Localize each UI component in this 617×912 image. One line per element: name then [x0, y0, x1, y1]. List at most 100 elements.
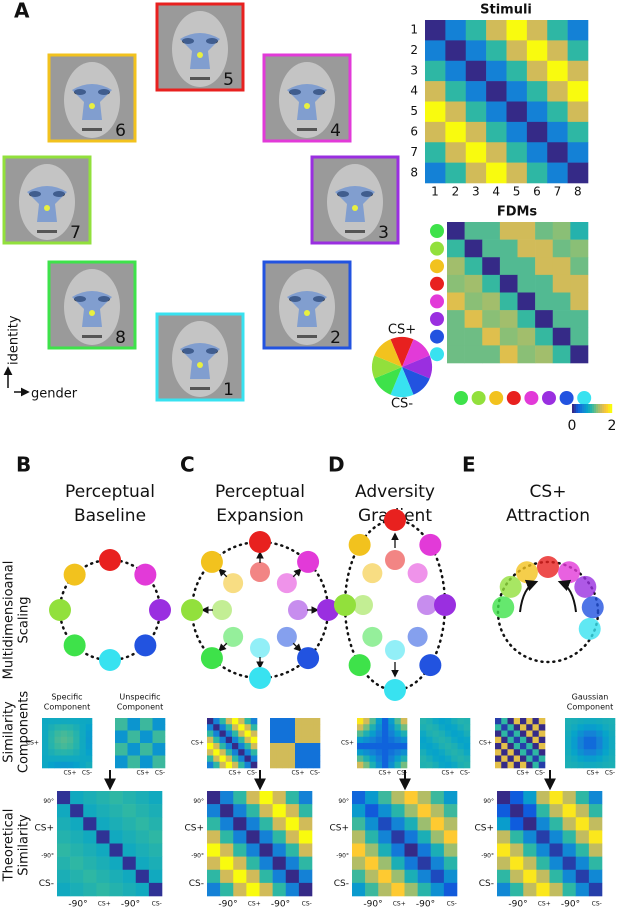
heatmap-cell [394, 749, 402, 756]
heatmap-cell [225, 724, 233, 731]
heatmap-cell [244, 761, 252, 769]
heatmap-cell [443, 817, 458, 831]
heatmap-cell [400, 761, 408, 769]
heatmap-cell [365, 804, 379, 818]
heatmap-cell [538, 736, 546, 744]
y-tick-label: 90° [338, 798, 349, 805]
heatmap-cell [67, 761, 74, 769]
heatmap-cell [552, 292, 571, 311]
heatmap-cell [425, 20, 446, 41]
heatmap-cell [596, 749, 603, 756]
heatmap-cell [583, 761, 591, 769]
heatmap-cell [590, 755, 597, 763]
heatmap-cell [238, 718, 245, 725]
heatmap-cell [282, 755, 290, 763]
heatmap-cell [135, 817, 150, 831]
heatmap-cell [536, 817, 550, 831]
heatmap-cell [425, 121, 446, 143]
component-tick: CS+ [441, 770, 454, 777]
mouth [37, 230, 57, 233]
heatmap-cell [282, 724, 290, 731]
component-label: Unspecific [119, 693, 160, 702]
heatmap-cell [382, 724, 389, 731]
heatmap-cell [417, 856, 432, 871]
heatmap-cell [486, 40, 507, 62]
mds-point [181, 599, 203, 621]
heatmap-cell [148, 830, 163, 844]
mds-point [297, 647, 320, 670]
heatmap-cell [391, 830, 405, 844]
heatmap-cell [565, 743, 572, 750]
colorbar-cell [588, 404, 591, 413]
heatmap-cell [219, 730, 227, 738]
heatmap-cell [219, 761, 227, 769]
heatmap-cell [54, 718, 62, 725]
heatmap-cell [54, 755, 62, 763]
heatmap-cell [464, 222, 483, 240]
heatmap-cell [499, 222, 518, 240]
heatmap-cell [464, 239, 483, 258]
heatmap-cell [85, 743, 93, 750]
heatmap-cell [67, 718, 74, 725]
heatmap-cell [432, 724, 440, 731]
heatmap-cell [148, 882, 163, 897]
heatmap-cell [571, 743, 578, 750]
heatmap-cell [388, 743, 395, 750]
heatmap-cell [127, 761, 135, 769]
heatmap-cell [301, 761, 308, 769]
heatmap-cell [48, 743, 55, 750]
heatmap-cell [127, 724, 135, 731]
colorbar-cell [608, 404, 611, 413]
mds-point-faded [250, 638, 270, 658]
heatmap-cell [301, 736, 308, 744]
heatmap-cell [394, 736, 402, 744]
heatmap-cell [445, 20, 467, 41]
heatmap-cell [272, 817, 287, 831]
heatmap-cell [596, 761, 603, 769]
heatmap-cell [42, 724, 49, 731]
heatmap-cell [532, 743, 540, 750]
heatmap-cell [219, 724, 227, 731]
heatmap-cell [285, 869, 300, 884]
panel-title: Perceptual [215, 482, 305, 502]
heatmap-cell [121, 749, 128, 756]
heatmap-cell [307, 755, 315, 763]
heatmap-cell [238, 743, 245, 750]
heatmap-cell [207, 736, 214, 744]
heatmap-cell [517, 257, 536, 276]
heatmap-cell [152, 743, 160, 750]
heatmap-cell [369, 761, 377, 769]
face-number: 7 [70, 223, 81, 243]
heatmap-cell [60, 749, 68, 756]
heatmap-cell [486, 101, 507, 123]
heatmap-cell [575, 856, 590, 871]
heatmap-cell [219, 718, 227, 725]
heatmap-cell [83, 856, 97, 871]
heatmap-cell [133, 761, 141, 769]
heatmap-cell [426, 761, 433, 769]
x-tick-label: -90° [271, 900, 290, 910]
y-tick-label: 4 [410, 84, 418, 98]
fixation-peak [44, 205, 50, 211]
face-number: 8 [115, 328, 126, 348]
heatmap-cell [438, 761, 446, 769]
heatmap-cell [140, 724, 147, 731]
heatmap-cell [526, 40, 548, 62]
heatmap-cell [590, 761, 597, 769]
heatmap-cell [499, 310, 518, 329]
heatmap-cell [365, 843, 379, 857]
heatmap-cell [282, 749, 290, 756]
heatmap-cell [363, 755, 370, 763]
heatmap-cell [451, 724, 458, 731]
heatmap-cell [73, 736, 80, 744]
heatmap-cell [432, 755, 440, 763]
heatmap-cell [288, 743, 296, 750]
heatmap-cell [420, 749, 427, 756]
heatmap-cell [513, 761, 521, 769]
heatmap-cell [122, 817, 137, 831]
face-stimulus: 2 [262, 260, 352, 350]
heatmap-cell [369, 724, 377, 731]
heatmap-cell [590, 730, 597, 738]
heatmap-cell [445, 761, 452, 769]
heatmap-cell [352, 869, 366, 884]
